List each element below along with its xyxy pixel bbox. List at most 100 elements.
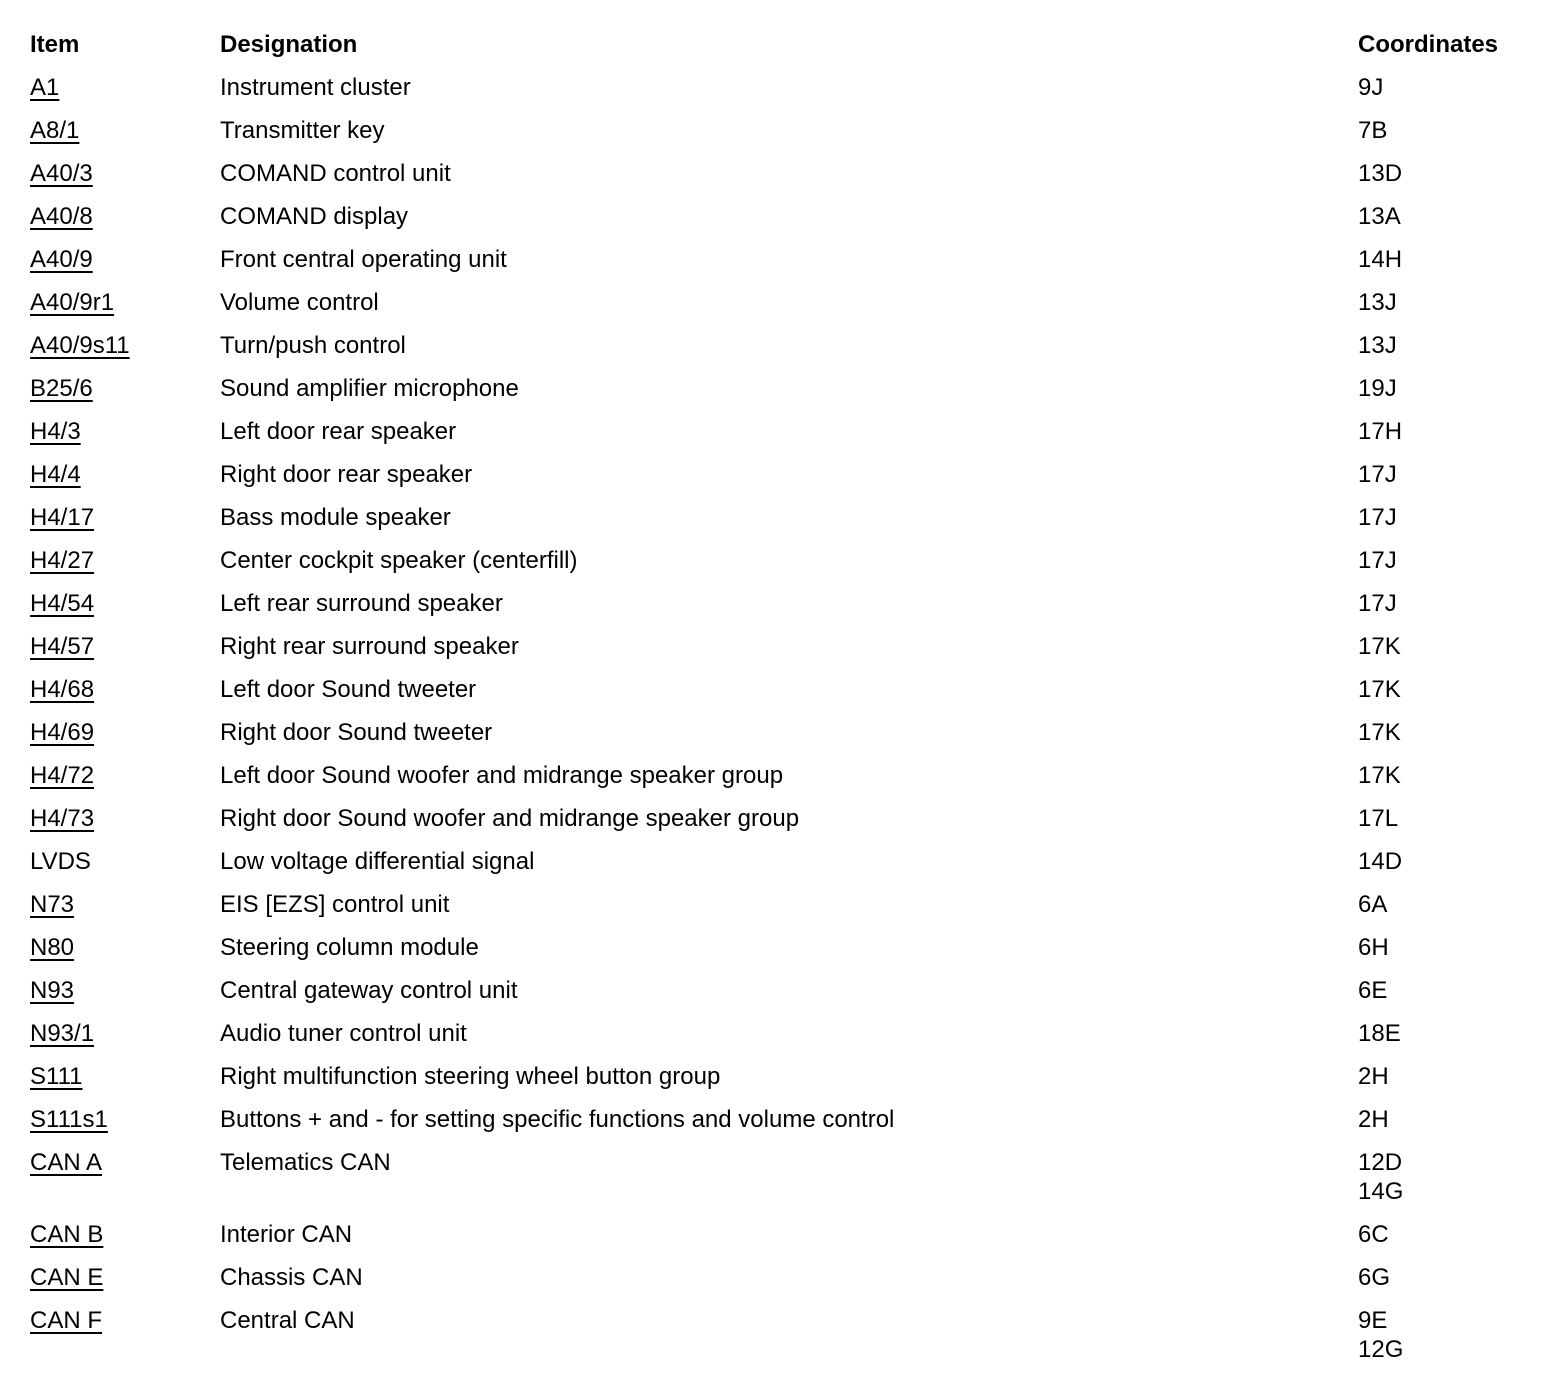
designation-cell: Instrument cluster (220, 74, 411, 101)
designation-cell: Right multifunction steering wheel butto… (220, 1063, 721, 1090)
item-cell[interactable]: CAN F (30, 1307, 102, 1334)
table-row: CAN A Telematics CAN 12D 14G (30, 1148, 1568, 1220)
coordinate-value: 2H (1358, 1106, 1389, 1133)
table-row: LVDS Low voltage differential signal 14D (30, 847, 1568, 890)
table-row: N80 Steering column module 6H (30, 933, 1568, 976)
designation-cell: Right door rear speaker (220, 461, 473, 488)
designation-cell: Left rear surround speaker (220, 590, 503, 617)
item-cell[interactable]: H4/72 (30, 762, 95, 789)
coordinates-cell: 13D (1358, 159, 1558, 188)
item-cell[interactable]: N93/1 (30, 1020, 95, 1047)
coordinates-cell: 13J (1358, 288, 1558, 317)
item-cell[interactable]: A1 (30, 74, 60, 101)
coordinates-cell: 17L (1358, 804, 1558, 833)
table-row: H4/4 Right door rear speaker 17J (30, 460, 1568, 503)
coordinates-cell: 12D 14G (1358, 1148, 1558, 1206)
item-cell[interactable]: S111s1 (30, 1106, 108, 1133)
item-cell[interactable]: S111 (30, 1063, 83, 1090)
coordinate-value: 17K (1358, 633, 1401, 660)
designation-cell: Center cockpit speaker (centerfill) (220, 547, 578, 574)
coordinate-value: 19J (1358, 375, 1397, 402)
table-row: S111 Right multifunction steering wheel … (30, 1062, 1568, 1105)
coordinates-cell: 19J (1358, 374, 1558, 403)
item-cell[interactable]: A40/9s11 (30, 332, 130, 359)
coordinates-cell: 14H (1358, 245, 1558, 274)
item-cell[interactable]: A40/3 (30, 160, 93, 187)
coordinates-cell: 7B (1358, 116, 1558, 145)
coordinates-cell: 2H (1358, 1105, 1558, 1134)
coordinates-cell: 13A (1358, 202, 1558, 231)
item-cell[interactable]: H4/17 (30, 504, 95, 531)
coordinate-value: 14G (1358, 1178, 1404, 1205)
coordinates-cell: 17K (1358, 675, 1558, 704)
item-cell[interactable]: A40/8 (30, 203, 93, 230)
designation-cell: Low voltage differential signal (220, 848, 535, 875)
coordinates-cell: 2H (1358, 1062, 1558, 1091)
coordinate-value: 13A (1358, 203, 1401, 230)
coordinates-cell: 17J (1358, 589, 1558, 618)
item-cell[interactable]: H4/3 (30, 418, 81, 445)
designation-cell: Interior CAN (220, 1221, 353, 1248)
table-row: S111s1 Buttons + and - for setting speci… (30, 1105, 1568, 1148)
designation-column-header: Designation (220, 31, 358, 58)
item-cell[interactable]: N80 (30, 934, 75, 961)
legend-table-body: A1 Instrument cluster 9J A8/1 Transmitte… (30, 73, 1568, 1378)
designation-cell: Chassis CAN (220, 1264, 363, 1291)
coordinates-cell: 17K (1358, 761, 1558, 790)
table-row: H4/17 Bass module speaker 17J (30, 503, 1568, 546)
item-cell[interactable]: A40/9 (30, 246, 93, 273)
designation-cell: Telematics CAN (220, 1149, 391, 1176)
coordinate-value: 17J (1358, 590, 1397, 617)
designation-cell: Right door Sound tweeter (220, 719, 493, 746)
item-cell[interactable]: H4/54 (30, 590, 95, 617)
item-column-header: Item (30, 31, 80, 58)
table-row: A40/9r1 Volume control 13J (30, 288, 1568, 331)
item-cell[interactable]: H4/27 (30, 547, 95, 574)
coordinate-value: 14D (1358, 848, 1403, 875)
coordinate-value: 6H (1358, 934, 1389, 961)
table-row: CAN E Chassis CAN 6G (30, 1263, 1568, 1306)
designation-cell: Right door Sound woofer and midrange spe… (220, 805, 800, 832)
item-cell[interactable]: H4/69 (30, 719, 95, 746)
table-row: H4/57 Right rear surround speaker 17K (30, 632, 1568, 675)
table-header-row: Item Designation Coordinates (30, 30, 1568, 73)
coordinate-value: 6G (1358, 1264, 1391, 1291)
coordinate-value: 17H (1358, 418, 1403, 445)
coordinate-value: 6E (1358, 977, 1388, 1004)
table-row: N93 Central gateway control unit 6E (30, 976, 1568, 1019)
designation-cell: Buttons + and - for setting specific fun… (220, 1106, 895, 1133)
coordinates-cell: 13J (1358, 331, 1558, 360)
coordinates-cell: 9J (1358, 73, 1558, 102)
coordinate-value: 17K (1358, 719, 1401, 746)
item-cell: LVDS (30, 848, 91, 875)
coordinate-value: 12G (1358, 1336, 1404, 1363)
item-cell[interactable]: CAN E (30, 1264, 104, 1291)
item-cell[interactable]: N93 (30, 977, 75, 1004)
table-row: A40/9 Front central operating unit 14H (30, 245, 1568, 288)
coordinates-cell: 14D (1358, 847, 1558, 876)
coordinates-cell: 6A (1358, 890, 1558, 919)
item-cell[interactable]: H4/4 (30, 461, 81, 488)
coordinates-cell: 18E (1358, 1019, 1558, 1048)
coordinate-value: 7B (1358, 117, 1388, 144)
item-cell[interactable]: B25/6 (30, 375, 93, 402)
item-cell[interactable]: H4/57 (30, 633, 95, 660)
item-cell[interactable]: H4/68 (30, 676, 95, 703)
item-cell[interactable]: CAN B (30, 1221, 104, 1248)
designation-cell: Volume control (220, 289, 379, 316)
coordinate-value: 6A (1358, 891, 1388, 918)
item-cell[interactable]: A40/9r1 (30, 289, 115, 316)
coordinate-value: 17J (1358, 547, 1397, 574)
item-cell[interactable]: A8/1 (30, 117, 80, 144)
coordinate-value: 17J (1358, 461, 1397, 488)
table-row: CAN F Central CAN 9E 12G (30, 1306, 1568, 1378)
table-row: H4/69 Right door Sound tweeter 17K (30, 718, 1568, 761)
table-row: N73 EIS [EZS] control unit 6A (30, 890, 1568, 933)
designation-cell: EIS [EZS] control unit (220, 891, 450, 918)
designation-cell: Sound amplifier microphone (220, 375, 519, 402)
designation-cell: COMAND control unit (220, 160, 451, 187)
coordinates-cell: 17K (1358, 718, 1558, 747)
item-cell[interactable]: N73 (30, 891, 75, 918)
item-cell[interactable]: CAN A (30, 1149, 103, 1176)
item-cell[interactable]: H4/73 (30, 805, 95, 832)
